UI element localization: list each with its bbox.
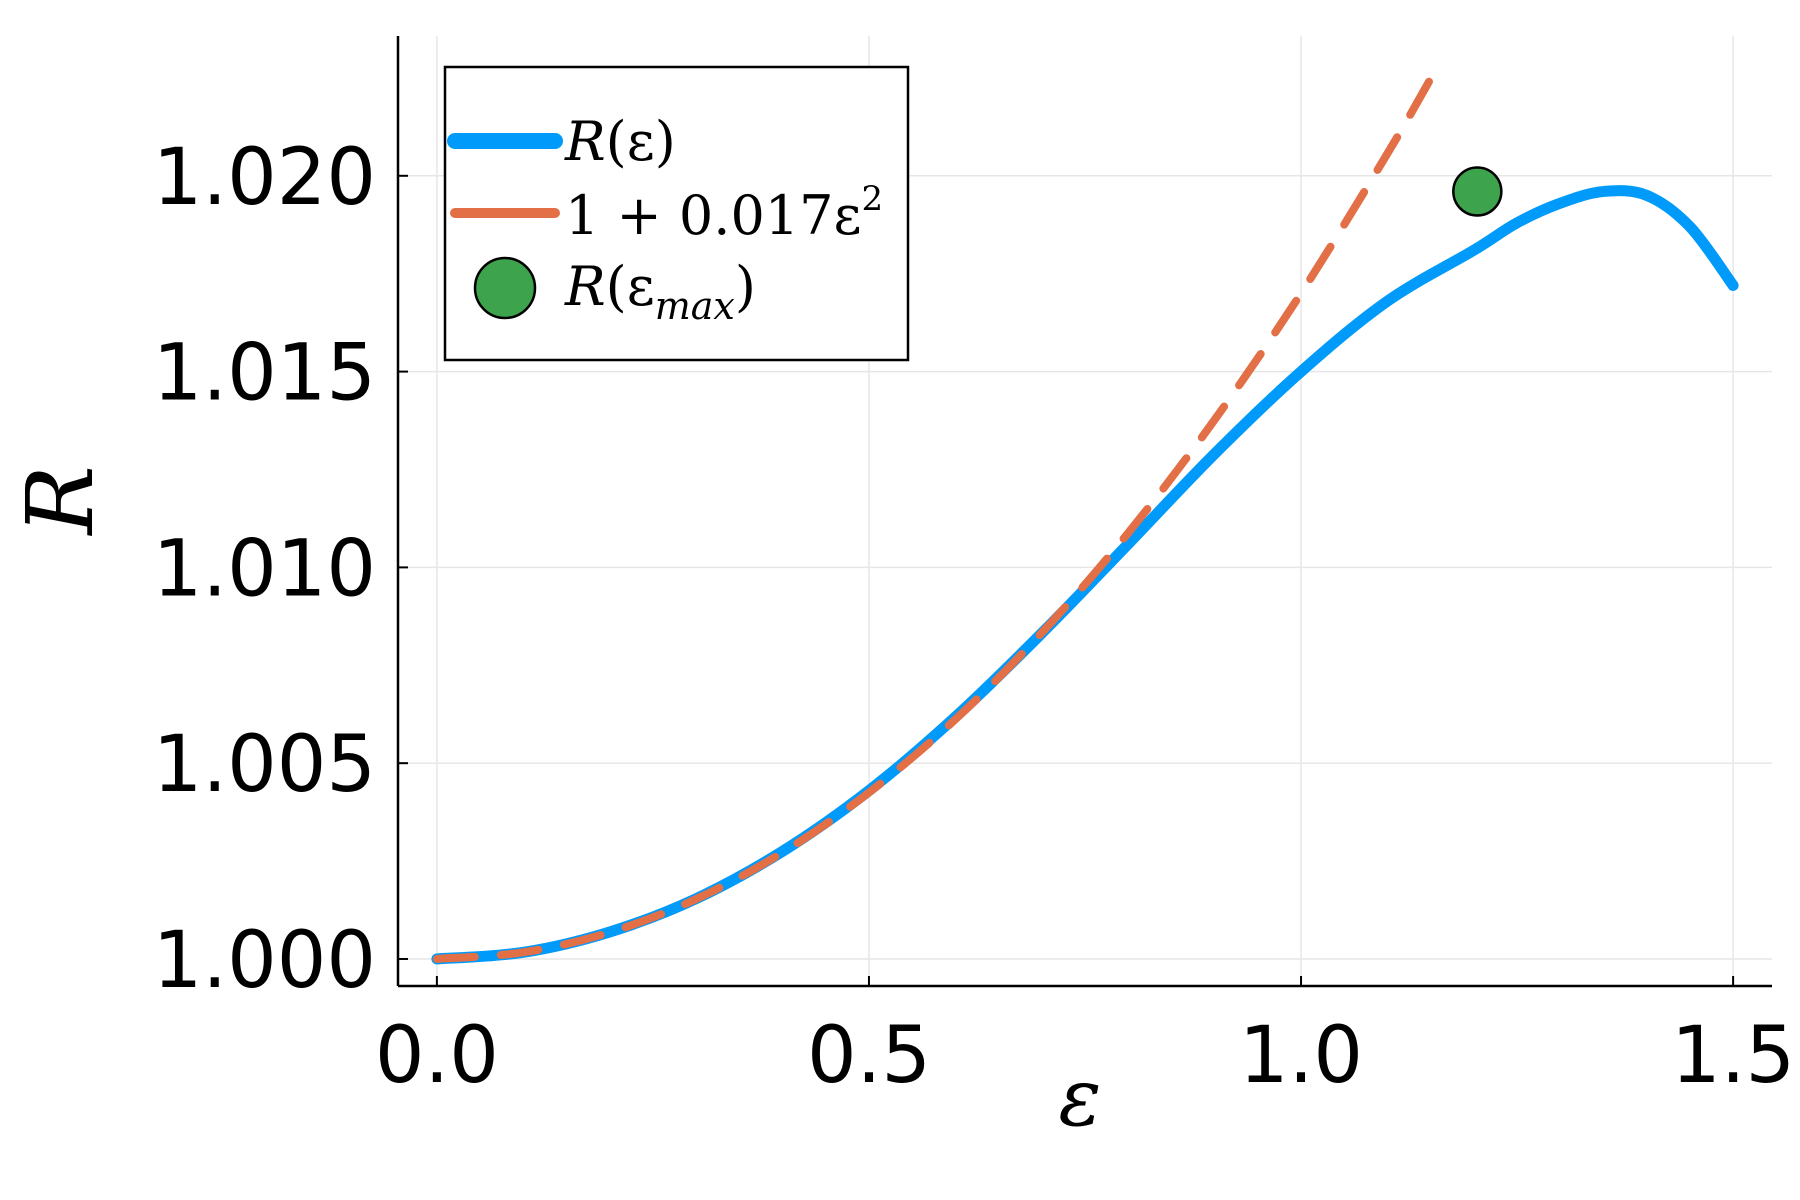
series-max-marker [1452, 166, 1503, 217]
legend-label-approximation: 1 + 0.017ε2 [565, 179, 883, 247]
y-tick-label: 1.020 [153, 133, 376, 223]
x-tick-label: 1.0 [1239, 1011, 1363, 1101]
y-tick-label: 1.005 [153, 720, 376, 810]
y-tick-label: 1.010 [153, 524, 376, 614]
x-axis-label: ε [1059, 1051, 1102, 1144]
x-tick-label: 1.5 [1671, 1011, 1795, 1101]
legend-label-max-marker: R(εmax) [564, 255, 756, 328]
x-tick-label: 0.0 [375, 1011, 499, 1101]
axes [396, 36, 1772, 988]
y-axis-label: R [7, 465, 114, 536]
legend-label-r-epsilon: R(ε) [564, 110, 676, 173]
legend: R(ε) 1 + 0.017ε2 R(εmax) [443, 65, 910, 362]
legend-swatch-max-marker [473, 256, 537, 320]
x-tick-label: 0.5 [807, 1011, 931, 1101]
tick-labels: 0.0 0.5 1.0 1.5 1.000 1.005 1.010 1.015 1.020 [153, 133, 1795, 1101]
y-tick-label: 1.015 [153, 329, 376, 419]
series-layer [431, 74, 1739, 965]
y-tick-label: 1.000 [153, 916, 376, 1006]
